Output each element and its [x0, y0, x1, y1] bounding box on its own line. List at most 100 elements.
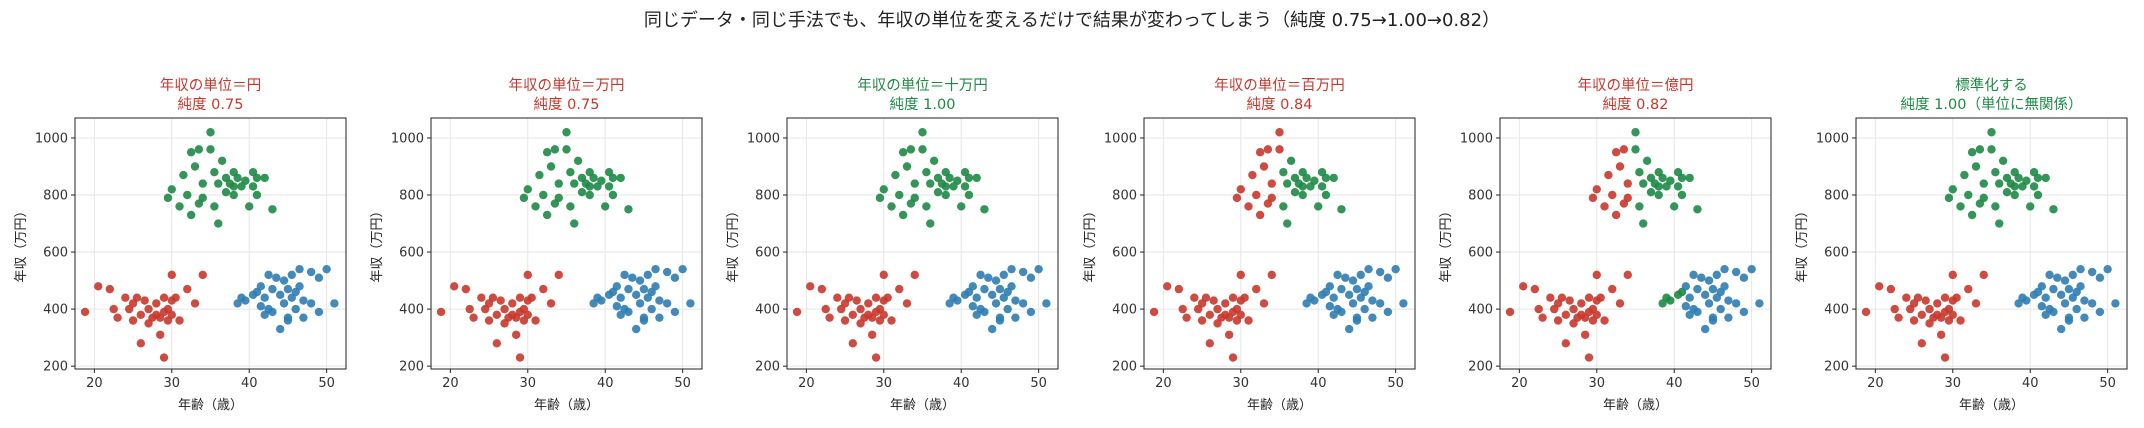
- data-point: [1391, 264, 1400, 274]
- x-tick-label: 40: [1666, 376, 1683, 391]
- y-axis-label: 年収（万円）: [1795, 204, 1810, 282]
- data-point: [651, 264, 660, 274]
- data-point: [539, 284, 548, 294]
- data-point: [167, 185, 176, 194]
- data-point: [1174, 284, 1184, 294]
- data-point: [140, 296, 149, 305]
- data-point: [306, 267, 316, 277]
- data-point: [1310, 176, 1319, 185]
- data-point: [1623, 179, 1632, 188]
- data-point: [918, 145, 927, 154]
- data-point: [1221, 299, 1230, 308]
- data-point: [1209, 296, 1218, 305]
- data-point: [1921, 296, 1930, 305]
- data-point: [1608, 190, 1617, 200]
- data-point: [848, 310, 858, 320]
- data-point: [314, 273, 324, 282]
- data-point: [910, 270, 919, 280]
- data-point: [980, 284, 989, 294]
- data-point: [1026, 273, 1036, 282]
- data-point: [678, 264, 687, 274]
- data-point: [1283, 219, 1292, 228]
- data-point: [2037, 302, 2047, 311]
- data-point: [1298, 182, 1307, 191]
- y-tick-label: 600: [43, 246, 68, 261]
- data-point: [260, 173, 269, 183]
- data-point: [1894, 313, 1903, 322]
- data-point: [1739, 307, 1749, 317]
- data-point: [2033, 190, 2043, 200]
- data-point: [597, 176, 606, 185]
- y-tick-label: 200: [43, 360, 68, 375]
- data-point: [264, 270, 273, 280]
- data-point: [198, 270, 207, 280]
- data-point: [1352, 316, 1362, 325]
- data-point: [608, 190, 618, 200]
- data-point: [450, 282, 459, 291]
- data-point: [163, 193, 173, 203]
- data-point: [1505, 307, 1515, 317]
- data-point: [848, 339, 858, 348]
- data-point: [241, 176, 250, 185]
- data-point: [186, 148, 196, 157]
- data-point: [2056, 324, 2066, 334]
- data-point: [1011, 313, 1020, 322]
- data-point: [1631, 128, 1640, 137]
- data-point: [1689, 270, 1698, 280]
- data-point: [1240, 293, 1249, 302]
- data-point: [941, 182, 950, 191]
- data-point: [314, 307, 324, 317]
- data-point: [488, 293, 498, 302]
- x-axis-label: 年齢（歳）: [534, 398, 599, 413]
- data-point: [1693, 284, 1702, 294]
- data-point: [1201, 293, 1211, 302]
- data-point: [1917, 310, 1927, 320]
- data-point: [1286, 156, 1296, 165]
- data-point: [190, 162, 200, 171]
- data-point: [2014, 173, 2023, 183]
- y-tick-label: 400: [1824, 303, 1849, 318]
- x-tick-label: 50: [674, 376, 691, 391]
- data-point: [620, 270, 629, 280]
- data-point: [198, 193, 207, 203]
- x-tick-label: 30: [164, 376, 181, 391]
- plot-frame: [1499, 117, 1772, 370]
- data-point: [295, 264, 304, 274]
- x-tick-label: 30: [876, 376, 893, 391]
- data-point: [655, 313, 664, 322]
- plot-frame: [74, 117, 347, 370]
- data-point: [210, 167, 219, 177]
- data-point: [229, 182, 238, 191]
- data-point: [1967, 148, 1977, 157]
- x-axis-label: 年齢（歳）: [1247, 398, 1312, 413]
- data-point: [167, 270, 176, 280]
- data-point: [2041, 293, 2050, 302]
- data-point: [1263, 145, 1273, 154]
- data-point: [214, 219, 223, 228]
- data-point: [1375, 267, 1385, 277]
- data-point: [1302, 173, 1311, 183]
- data-point: [887, 202, 896, 211]
- y-tick-label: 200: [1112, 360, 1137, 375]
- data-point: [546, 162, 556, 171]
- data-point: [1995, 219, 2004, 228]
- data-point: [1352, 284, 1362, 294]
- data-point: [484, 316, 494, 325]
- data-point: [1948, 310, 1957, 320]
- data-point: [597, 296, 606, 305]
- data-point: [1658, 173, 1667, 183]
- data-point: [1720, 282, 1729, 291]
- data-point: [1275, 145, 1284, 154]
- x-tick-label: 50: [1387, 376, 1404, 391]
- data-point: [1940, 353, 1950, 362]
- data-point: [1646, 187, 1656, 197]
- data-point: [1205, 339, 1215, 348]
- panel-title: 年収の単位＝円: [160, 77, 262, 94]
- data-point: [933, 187, 943, 197]
- data-point: [136, 310, 146, 320]
- data-point: [1685, 173, 1694, 183]
- data-point: [546, 299, 556, 308]
- data-point: [291, 304, 300, 314]
- data-point: [279, 299, 289, 308]
- y-tick-label: 400: [1112, 303, 1137, 318]
